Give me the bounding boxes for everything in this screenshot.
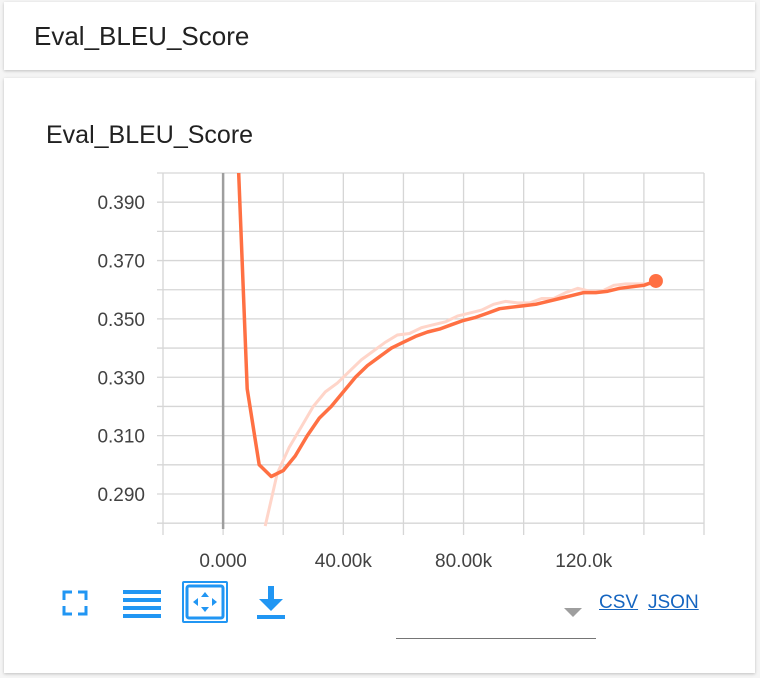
download-icon [257, 586, 285, 619]
header-card[interactable]: Eval_BLEU_Score [4, 2, 755, 70]
series-line-smoothed [236, 173, 657, 479]
y-tick-label: 0.350 [97, 310, 145, 331]
chevron-down-icon [564, 608, 582, 617]
download-button[interactable] [254, 584, 288, 622]
run-select-dropdown[interactable] [396, 586, 596, 639]
json-link[interactable]: JSON [648, 592, 699, 613]
y-tick-label: 0.390 [97, 193, 145, 214]
line-chart[interactable]: 0.290 0.310 0.330 0.350 0.370 0.390 0.000 40.00… [4, 78, 755, 578]
csv-link[interactable]: CSV [599, 592, 639, 613]
y-tick-label: 0.330 [97, 368, 145, 389]
list-icon [123, 590, 161, 618]
y-tick-label: 0.370 [97, 252, 145, 273]
x-tick-label: 40.00k [315, 551, 373, 572]
fit-domain-icon [185, 584, 225, 620]
header-title: Eval_BLEU_Score [34, 21, 250, 51]
toggle-log-button[interactable] [121, 586, 163, 620]
x-tick-label: 80.00k [435, 551, 493, 572]
fit-domain-button[interactable] [182, 581, 228, 623]
y-tick-label: 0.310 [97, 427, 145, 448]
fullscreen-button[interactable] [58, 586, 92, 620]
last-point-marker [648, 273, 663, 288]
chart-title: Eval_BLEU_Score [46, 121, 254, 149]
x-tick-label: 0.000 [199, 551, 247, 572]
chart-card: Eval_BLEU_Score 0.290 0.310 0.330 0.350 0.37… [4, 78, 755, 673]
y-tick-label: 0.290 [97, 485, 145, 506]
fullscreen-icon [62, 590, 88, 616]
x-tick-label: 120.0k [555, 551, 613, 572]
